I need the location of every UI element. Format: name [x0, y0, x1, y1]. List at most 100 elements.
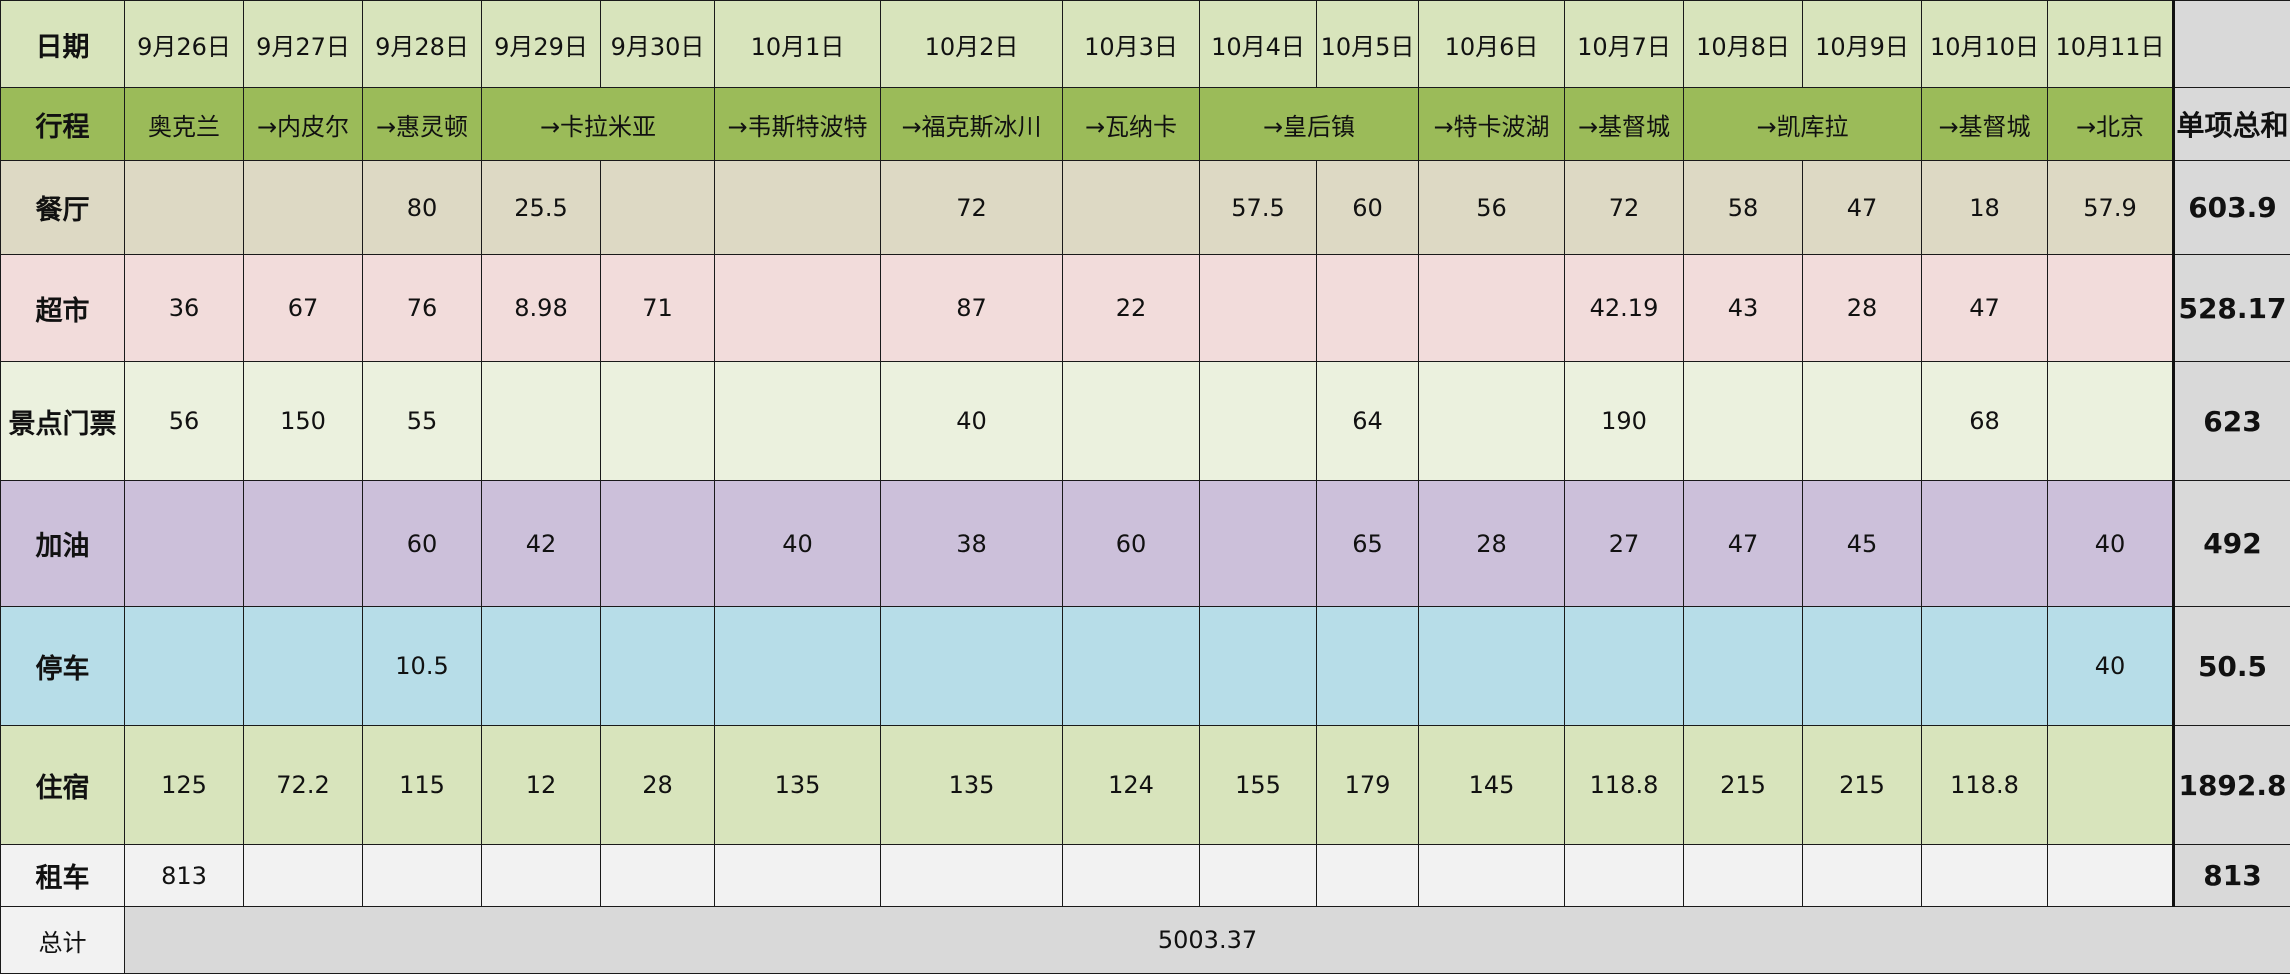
route-cell[interactable]: 奥克兰 — [125, 88, 244, 161]
date-cell[interactable]: 9月27日 — [244, 1, 363, 88]
amount-cell[interactable]: 72 — [1565, 161, 1684, 255]
amount-cell[interactable]: 22 — [1063, 255, 1200, 362]
amount-cell[interactable] — [1803, 845, 1922, 907]
date-cell[interactable]: 10月4日 — [1200, 1, 1317, 88]
amount-cell[interactable] — [1063, 845, 1200, 907]
amount-cell[interactable] — [1684, 845, 1803, 907]
row-total-cell[interactable]: 50.5 — [2174, 607, 2290, 726]
amount-cell[interactable]: 118.8 — [1922, 726, 2048, 845]
amount-cell[interactable] — [1317, 607, 1419, 726]
amount-cell[interactable] — [715, 255, 881, 362]
row-label-cell[interactable]: 租车 — [1, 845, 125, 907]
amount-cell[interactable]: 40 — [881, 362, 1063, 481]
date-cell[interactable]: 10月11日 — [2048, 1, 2174, 88]
amount-cell[interactable]: 28 — [1419, 481, 1565, 607]
amount-cell[interactable] — [715, 161, 881, 255]
row-label-cell[interactable]: 停车 — [1, 607, 125, 726]
route-cell[interactable]: →内皮尔 — [244, 88, 363, 161]
route-cell[interactable]: →惠灵顿 — [363, 88, 482, 161]
amount-cell[interactable]: 60 — [1063, 481, 1200, 607]
amount-cell[interactable] — [125, 481, 244, 607]
amount-cell[interactable] — [1317, 255, 1419, 362]
amount-cell[interactable] — [1922, 481, 2048, 607]
amount-cell[interactable] — [1200, 607, 1317, 726]
date-header-cell[interactable]: 日期 — [1, 1, 125, 88]
amount-cell[interactable] — [1063, 607, 1200, 726]
amount-cell[interactable]: 45 — [1803, 481, 1922, 607]
amount-cell[interactable]: 215 — [1684, 726, 1803, 845]
route-cell[interactable]: →韦斯特波特 — [715, 88, 881, 161]
amount-cell[interactable] — [2048, 362, 2174, 481]
row-label-cell[interactable]: 景点门票 — [1, 362, 125, 481]
row-label-cell[interactable]: 超市 — [1, 255, 125, 362]
date-cell[interactable]: 10月10日 — [1922, 1, 2048, 88]
amount-cell[interactable]: 72.2 — [244, 726, 363, 845]
amount-cell[interactable]: 8.98 — [482, 255, 601, 362]
amount-cell[interactable]: 36 — [125, 255, 244, 362]
amount-cell[interactable]: 145 — [1419, 726, 1565, 845]
date-cell[interactable]: 10月3日 — [1063, 1, 1200, 88]
amount-cell[interactable]: 28 — [601, 726, 715, 845]
amount-cell[interactable] — [244, 161, 363, 255]
amount-cell[interactable]: 40 — [715, 481, 881, 607]
amount-cell[interactable]: 76 — [363, 255, 482, 362]
amount-cell[interactable]: 57.5 — [1200, 161, 1317, 255]
grand-total-label[interactable]: 总计 — [1, 907, 125, 974]
date-cell[interactable]: 10月1日 — [715, 1, 881, 88]
row-total-cell[interactable]: 603.9 — [2174, 161, 2290, 255]
amount-cell[interactable] — [125, 161, 244, 255]
amount-cell[interactable] — [1803, 607, 1922, 726]
amount-cell[interactable] — [715, 845, 881, 907]
amount-cell[interactable]: 40 — [2048, 481, 2174, 607]
route-cell[interactable]: →基督城 — [1922, 88, 2048, 161]
amount-cell[interactable]: 150 — [244, 362, 363, 481]
amount-cell[interactable]: 55 — [363, 362, 482, 481]
amount-cell[interactable]: 65 — [1317, 481, 1419, 607]
amount-cell[interactable]: 57.9 — [2048, 161, 2174, 255]
amount-cell[interactable]: 47 — [1922, 255, 2048, 362]
route-cell[interactable]: →北京 — [2048, 88, 2174, 161]
amount-cell[interactable] — [881, 607, 1063, 726]
amount-cell[interactable] — [601, 362, 715, 481]
amount-cell[interactable] — [2048, 845, 2174, 907]
amount-cell[interactable]: 190 — [1565, 362, 1684, 481]
amount-cell[interactable] — [482, 845, 601, 907]
amount-cell[interactable] — [482, 607, 601, 726]
amount-cell[interactable] — [1419, 362, 1565, 481]
route-cell[interactable]: →瓦纳卡 — [1063, 88, 1200, 161]
amount-cell[interactable] — [1419, 607, 1565, 726]
amount-cell[interactable] — [244, 607, 363, 726]
amount-cell[interactable] — [1200, 255, 1317, 362]
amount-cell[interactable]: 72 — [881, 161, 1063, 255]
amount-cell[interactable]: 27 — [1565, 481, 1684, 607]
amount-cell[interactable] — [1684, 607, 1803, 726]
amount-cell[interactable] — [1419, 845, 1565, 907]
amount-cell[interactable]: 215 — [1803, 726, 1922, 845]
amount-cell[interactable] — [1200, 845, 1317, 907]
amount-cell[interactable]: 47 — [1684, 481, 1803, 607]
amount-cell[interactable]: 80 — [363, 161, 482, 255]
amount-cell[interactable]: 56 — [1419, 161, 1565, 255]
date-cell[interactable]: 9月28日 — [363, 1, 482, 88]
amount-cell[interactable]: 60 — [363, 481, 482, 607]
row-label-cell[interactable]: 餐厅 — [1, 161, 125, 255]
row-total-cell[interactable]: 813 — [2174, 845, 2290, 907]
date-cell[interactable]: 9月29日 — [482, 1, 601, 88]
amount-cell[interactable] — [1922, 607, 2048, 726]
date-cell[interactable]: 10月8日 — [1684, 1, 1803, 88]
amount-cell[interactable]: 58 — [1684, 161, 1803, 255]
amount-cell[interactable]: 60 — [1317, 161, 1419, 255]
amount-cell[interactable]: 67 — [244, 255, 363, 362]
amount-cell[interactable]: 42 — [482, 481, 601, 607]
amount-cell[interactable]: 64 — [1317, 362, 1419, 481]
amount-cell[interactable] — [601, 845, 715, 907]
amount-cell[interactable] — [715, 607, 881, 726]
row-total-cell[interactable]: 528.17 — [2174, 255, 2290, 362]
amount-cell[interactable]: 12 — [482, 726, 601, 845]
amount-cell[interactable]: 28 — [1803, 255, 1922, 362]
date-cell[interactable]: 10月7日 — [1565, 1, 1684, 88]
date-cell[interactable]: 10月9日 — [1803, 1, 1922, 88]
date-cell[interactable]: 9月30日 — [601, 1, 715, 88]
amount-cell[interactable]: 118.8 — [1565, 726, 1684, 845]
item-total-header-cell[interactable]: 单项总和 — [2174, 88, 2290, 161]
